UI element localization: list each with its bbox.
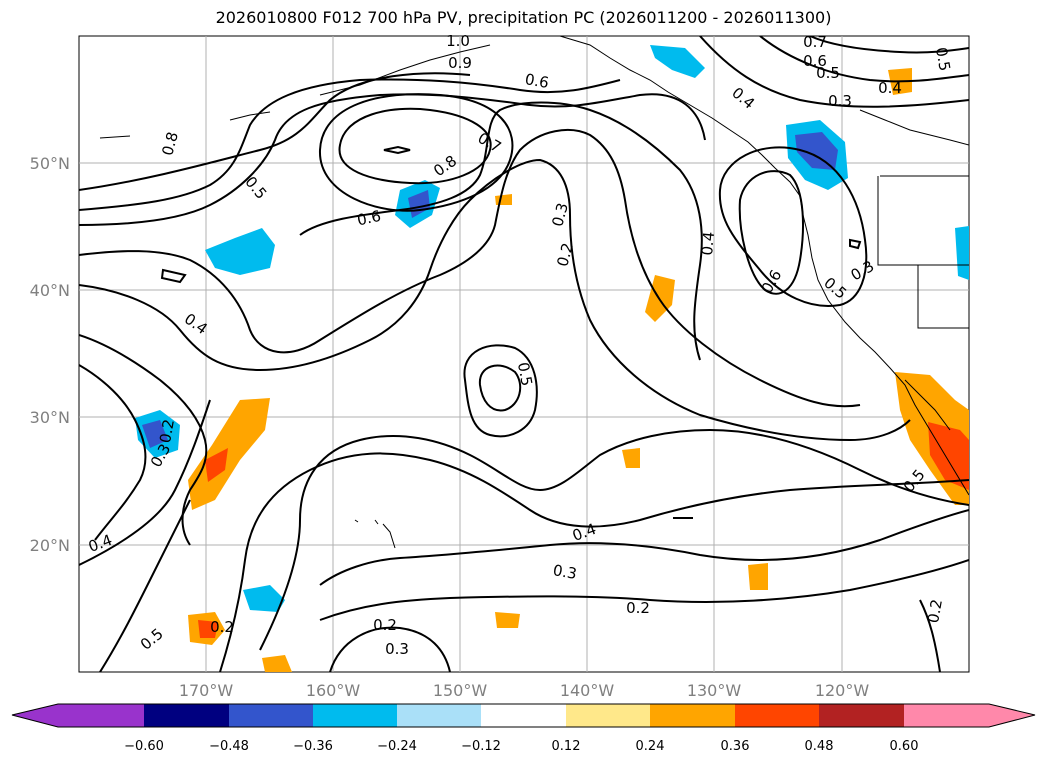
colorbar-outline [11,703,1036,728]
colorbar-swatch [313,704,397,727]
pos-blob-small-1 [748,563,768,590]
lon-label-120w: 120°W [815,681,870,700]
lat-label-40n: 40°N [30,281,70,300]
contour-label: 0.6 [524,70,551,92]
contour-label: 0.2 [553,241,577,269]
contour-label: 0.2 [156,418,178,445]
colorbar-tick-label: −0.48 [209,739,249,754]
contour-label: 0.7 [803,33,827,51]
colorbar-extend-right [989,704,1035,727]
colorbar-swatch [904,704,989,727]
colorbar-tick-label: 0.12 [552,739,581,754]
colorbar-swatch [819,704,904,727]
colorbar-tick-label: 0.36 [721,739,750,754]
lon-label-140w: 140°W [560,681,615,700]
pos-blob-west [188,398,270,510]
colorbar-tick-label: 0.24 [636,739,665,754]
neg-blob-alaska [650,45,705,78]
latitude-labels: 50°N 40°N 30°N 20°N [30,154,70,555]
colorbar-swatch [58,704,144,727]
longitude-labels: 170°W 160°W 150°W 140°W 130°W 120°W [179,681,870,700]
colorbar-tick-label: −0.60 [124,739,164,754]
pos-blob-baja-core [928,422,969,490]
contour-label: 0.4 [878,79,902,97]
contour-label: 0.6 [803,52,827,70]
neg-blob-east [955,226,969,280]
contour-label: 0.3 [828,92,852,110]
contour-label: 0.2 [924,598,946,625]
colorbar-tick-label: 0.48 [805,739,834,754]
pos-blob-small-2 [622,448,640,468]
map-title: 2026010800 F012 700 hPa PV, precipitatio… [215,8,832,27]
contour-label: 1.0 [446,32,470,50]
colorbar-extend-left [12,704,58,727]
lon-label-160w: 160°W [306,681,361,700]
neg-blob-west [205,228,275,275]
lat-label-20n: 20°N [30,536,70,555]
neg-blob-south [243,585,285,612]
pv-contours [79,36,969,672]
colorbar-tick-label: −0.24 [377,739,417,754]
pos-blob-small-5 [262,655,292,672]
colorbar-swatch [566,704,650,727]
colorbar-swatch [481,704,566,727]
contour-label: 0.2 [373,616,397,634]
contour-label: 0.2 [210,618,234,636]
colorbar-swatch [229,704,313,727]
neg-blob-pnw-core [795,132,838,170]
colorbar-swatch [650,704,735,727]
contour-label: 0.3 [385,640,409,658]
contour-label: 0.8 [158,130,182,158]
contour-label: 0.4 [698,231,718,256]
colorbar-swatch [397,704,481,727]
contour-label: 0.5 [816,64,840,82]
contour-label: 0.2 [626,599,650,617]
colorbar-swatch [144,704,229,727]
contour-label: 0.5 [932,46,954,73]
colorbar-tick-label: −0.12 [461,739,501,754]
pos-blob-small-3 [495,612,520,628]
lat-label-30n: 30°N [30,408,70,427]
colorbar-tick-label: 0.60 [890,739,919,754]
lon-label-150w: 150°W [433,681,488,700]
lon-label-130w: 130°W [687,681,742,700]
lat-label-50n: 50°N [30,154,70,173]
neg-blob-hawaii-nw-core [142,420,168,448]
colorbar-swatch [735,704,819,727]
lon-label-170w: 170°W [179,681,234,700]
pos-blob-south-core [198,620,218,638]
colorbar-tick-label: −0.36 [293,739,333,754]
contour-label: 0.3 [552,561,579,583]
negative-precip-shading [135,45,969,612]
contour-label: 0.6 [355,207,382,230]
contour-label: 0.5 [514,361,536,388]
contour-label: 0.3 [548,201,572,229]
colorbar: −0.60 −0.48 −0.36 −0.24 −0.12 0.12 0.24 … [11,703,1036,754]
pos-blob-west-core [205,448,228,482]
contour-label: 0.9 [448,54,472,72]
